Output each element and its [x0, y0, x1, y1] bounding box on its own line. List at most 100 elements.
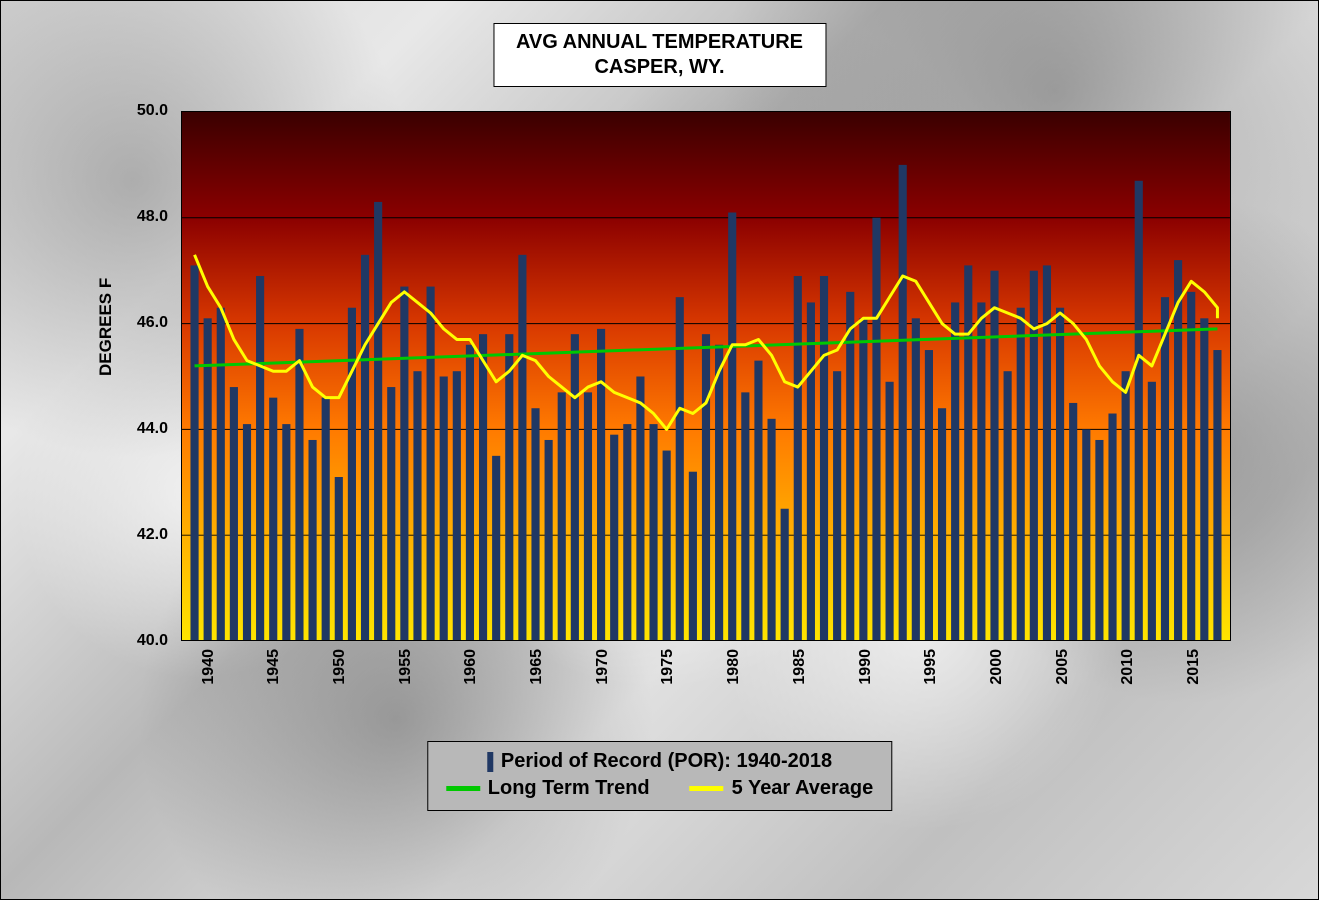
bar [361, 255, 369, 641]
x-tick-label: 1975 [659, 649, 677, 685]
bar [1069, 403, 1077, 641]
bar [505, 334, 513, 641]
bar [1200, 318, 1208, 641]
bar [794, 276, 802, 641]
bar [859, 318, 867, 641]
bar [741, 392, 749, 641]
bar [912, 318, 920, 641]
plot-area [181, 111, 1231, 641]
bar [663, 451, 671, 641]
bar [400, 287, 408, 641]
x-tick-label: 2010 [1119, 649, 1137, 685]
bar [322, 398, 330, 641]
bar [964, 265, 972, 641]
title-line-2: CASPER, WY. [516, 55, 803, 80]
bar [872, 218, 880, 641]
x-tick-label: 1950 [331, 649, 349, 685]
bar [715, 345, 723, 641]
legend-bar-icon [487, 752, 493, 772]
bar [309, 440, 317, 641]
y-tick-label: 42.0 [137, 526, 168, 544]
bar [269, 398, 277, 641]
chart-title-box: AVG ANNUAL TEMPERATURE CASPER, WY. [493, 23, 826, 87]
bar [951, 302, 959, 641]
bar [820, 276, 828, 641]
x-tick-label: 1955 [397, 649, 415, 685]
y-axis-label: DEGREES F [96, 278, 116, 376]
bar [1148, 382, 1156, 641]
x-tick-label: 1965 [528, 649, 546, 685]
bar [1187, 292, 1195, 641]
bar [558, 392, 566, 641]
bar [545, 440, 553, 641]
bar [440, 376, 448, 640]
bar [597, 329, 605, 641]
x-tick-label: 1980 [725, 649, 743, 685]
bar [1056, 308, 1064, 641]
x-tick-label: 2005 [1054, 649, 1072, 685]
bar [1213, 350, 1221, 641]
x-tick-label: 1960 [462, 649, 480, 685]
legend-avg5-icon [690, 786, 724, 791]
bar [1122, 371, 1130, 641]
bar [217, 308, 225, 641]
bar [636, 376, 644, 640]
bar [938, 408, 946, 641]
chart-container: AVG ANNUAL TEMPERATURE CASPER, WY. DEGRE… [0, 0, 1319, 900]
bar [531, 408, 539, 641]
x-tick-label: 2000 [988, 649, 1006, 685]
bar [846, 292, 854, 641]
bar [1161, 297, 1169, 641]
bar [781, 509, 789, 641]
bar [1108, 414, 1116, 641]
bar [833, 371, 841, 641]
bar [623, 424, 631, 641]
y-tick-label: 50.0 [137, 102, 168, 120]
x-tick-label: 1995 [922, 649, 940, 685]
bar [990, 271, 998, 641]
legend: Period of Record (POR): 1940-2018 Long T… [427, 741, 892, 811]
bar [1174, 260, 1182, 641]
bar [374, 202, 382, 641]
bar [584, 392, 592, 641]
x-tick-label: 1945 [265, 649, 283, 685]
bar [1004, 371, 1012, 641]
bar [899, 165, 907, 641]
legend-por-label: Period of Record (POR): 1940-2018 [501, 750, 832, 773]
bar [190, 265, 198, 641]
bar [767, 419, 775, 641]
y-tick-label: 40.0 [137, 632, 168, 650]
legend-row-lines: Long Term Trend 5 Year Average [446, 777, 873, 800]
legend-avg5-label: 5 Year Average [732, 777, 874, 800]
bar [689, 472, 697, 641]
bar [492, 456, 500, 641]
x-tick-label: 2015 [1185, 649, 1203, 685]
bar [1095, 440, 1103, 641]
bar [479, 334, 487, 641]
bar [518, 255, 526, 641]
legend-trend-label: Long Term Trend [488, 777, 650, 800]
y-tick-label: 48.0 [137, 208, 168, 226]
x-tick-label: 1985 [791, 649, 809, 685]
bar [925, 350, 933, 641]
legend-row-por: Period of Record (POR): 1940-2018 [446, 750, 873, 773]
y-axis-ticks: 40.042.044.046.048.050.0 [126, 111, 176, 641]
bar [886, 382, 894, 641]
bar [1017, 308, 1025, 641]
x-tick-label: 1940 [200, 649, 218, 685]
bar [1135, 181, 1143, 641]
bar [230, 387, 238, 641]
chart-svg [182, 112, 1230, 641]
bar [256, 276, 264, 641]
bar [282, 424, 290, 641]
y-tick-label: 44.0 [137, 420, 168, 438]
bar [295, 329, 303, 641]
x-axis-ticks: 1940194519501955196019651970197519801985… [181, 646, 1231, 726]
bar [649, 424, 657, 641]
bar [348, 308, 356, 641]
bar [387, 387, 395, 641]
title-line-1: AVG ANNUAL TEMPERATURE [516, 30, 803, 55]
bar [977, 302, 985, 641]
legend-trend-icon [446, 786, 480, 791]
y-tick-label: 46.0 [137, 314, 168, 332]
